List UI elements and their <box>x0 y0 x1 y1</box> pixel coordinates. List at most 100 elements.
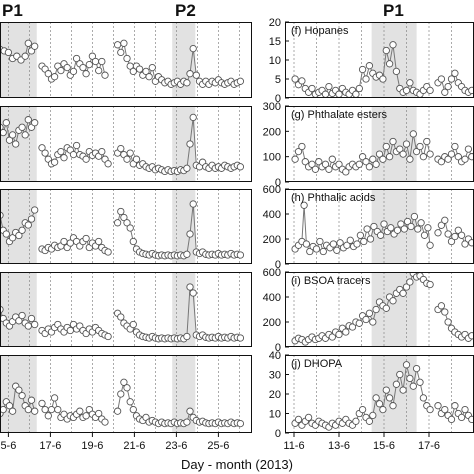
data-point-left-d <box>183 332 191 341</box>
x-tick-label-left-e: 17-6 <box>39 440 61 452</box>
data-point-right-g <box>315 158 323 166</box>
period-label-left-p1: P1 <box>2 1 23 20</box>
data-point-right-j <box>382 386 390 394</box>
data-point-left-b <box>132 155 141 163</box>
panel-title-right-f: (f) Hopanes <box>291 25 349 37</box>
y-tick-label-right-h: 200 <box>263 234 281 246</box>
data-point-right-h <box>454 226 462 234</box>
data-point-right-f <box>379 75 387 83</box>
data-point-right-g <box>409 130 417 138</box>
data-point-left-a <box>88 52 97 60</box>
data-point-right-j <box>392 380 401 388</box>
panel-plot-area-left-d <box>0 272 245 347</box>
y-tick-label-right-j: 30 <box>269 370 281 382</box>
data-point-right-h <box>451 232 459 241</box>
data-point-right-h <box>444 230 452 238</box>
data-point-right-j <box>426 405 434 414</box>
data-point-right-g <box>416 142 424 151</box>
y-tick-label-right-h: 400 <box>263 209 281 221</box>
data-point-right-f <box>402 86 411 95</box>
data-point-left-c <box>2 230 10 238</box>
data-point-left-c <box>129 237 137 246</box>
data-point-right-f <box>382 46 390 55</box>
panel-plot-area-left-e <box>0 355 245 433</box>
data-point-right-h <box>407 222 415 231</box>
data-point-right-h <box>414 225 422 233</box>
data-point-left-e <box>129 405 137 414</box>
data-point-left-b <box>104 160 112 168</box>
data-point-left-a <box>189 44 197 53</box>
data-point-right-i <box>328 333 336 341</box>
data-point-right-g <box>461 155 469 163</box>
data-point-right-h <box>380 220 388 228</box>
data-point-right-j <box>372 394 380 402</box>
y-tick-label-right-j: 40 <box>269 350 281 362</box>
shaded-period-left-c-1 <box>172 189 196 264</box>
panels-group: 5-6 17-6 19-6 21-6 23-6 25-6 (f) Hopanes 0 5 10 15… <box>0 17 474 452</box>
data-point-left-c <box>186 230 194 238</box>
data-point-right-g <box>298 142 306 151</box>
data-point-left-a <box>44 70 52 78</box>
data-point-right-g <box>342 168 350 176</box>
data-point-left-e <box>38 399 46 408</box>
data-point-left-a <box>69 67 78 76</box>
panel-right-i: (i) BSOA tracers 0 200 400 600 <box>263 267 474 354</box>
data-point-right-g <box>358 153 367 161</box>
data-point-left-b <box>18 123 26 131</box>
data-point-left-b <box>21 131 29 139</box>
data-point-right-g <box>365 163 374 171</box>
period-label-left-p2: P2 <box>175 1 196 20</box>
data-point-right-g <box>325 165 333 173</box>
data-point-left-a <box>123 54 131 63</box>
data-point-left-b <box>60 154 68 162</box>
data-point-right-j <box>294 415 303 424</box>
data-point-right-g <box>399 150 407 158</box>
x-tick-label-right-j: 15-6 <box>373 440 395 452</box>
data-point-right-h <box>457 231 466 239</box>
data-point-right-f <box>298 77 306 85</box>
data-point-right-j <box>375 400 384 408</box>
data-point-left-e <box>120 378 128 386</box>
panel-left-b <box>0 106 252 182</box>
data-point-left-c <box>113 219 122 227</box>
data-point-right-h <box>346 236 354 244</box>
data-point-left-d <box>186 283 194 291</box>
data-point-right-h <box>302 240 311 248</box>
data-point-right-f <box>325 82 333 91</box>
data-point-right-h <box>333 246 341 254</box>
data-point-right-f <box>451 69 459 77</box>
data-point-right-j <box>385 394 394 402</box>
data-point-right-j <box>402 361 411 369</box>
data-point-right-h <box>316 237 324 246</box>
data-point-left-d <box>236 334 245 342</box>
panel-frame-left-b <box>0 106 252 182</box>
data-point-right-h <box>356 231 365 239</box>
data-point-left-a <box>85 60 93 69</box>
data-point-right-j <box>358 405 367 414</box>
data-point-right-f <box>385 60 394 68</box>
panel-plot-area-left-a <box>0 22 245 98</box>
data-point-left-c <box>123 219 131 227</box>
y-tick-label-right-f: 0 <box>275 93 281 105</box>
data-point-left-a <box>79 63 87 72</box>
y-tick-label-right-i: 200 <box>263 317 281 329</box>
data-point-right-h <box>417 219 425 227</box>
data-point-right-g <box>335 160 343 168</box>
data-point-right-g <box>464 145 473 153</box>
data-point-left-c <box>117 207 125 216</box>
data-point-right-g <box>375 150 384 158</box>
data-point-left-c <box>104 248 112 256</box>
data-point-right-g <box>444 155 452 163</box>
panel-plot-area-right-i <box>291 272 474 347</box>
data-point-left-b <box>41 149 49 157</box>
shaded-period-left-d-0 <box>0 272 37 347</box>
data-point-right-j <box>441 405 449 414</box>
panel-left-c <box>0 189 252 264</box>
y-tick-label-right-i: 400 <box>263 292 281 304</box>
data-point-right-g <box>419 153 428 161</box>
panel-plot-area-right-j <box>291 355 474 433</box>
data-point-right-j <box>365 417 374 425</box>
data-point-right-i <box>348 323 357 331</box>
data-point-right-i <box>335 330 343 339</box>
